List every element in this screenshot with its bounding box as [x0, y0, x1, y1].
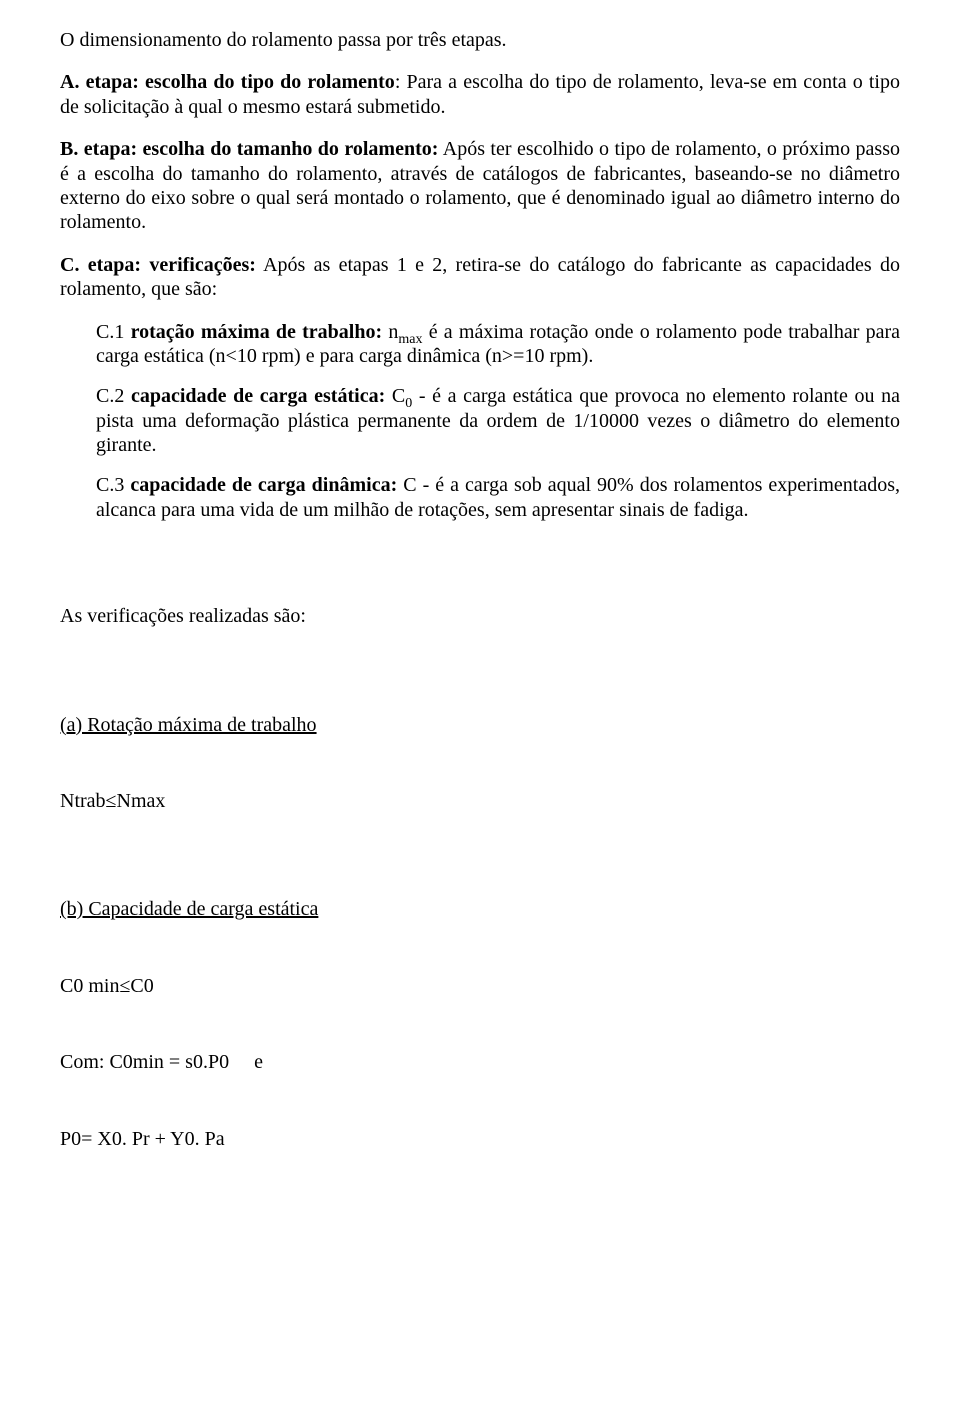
b-com: Com: C0min = s0.P0 e	[60, 1050, 900, 1074]
spacer	[60, 755, 900, 789]
b-formula: C0 min≤C0	[60, 974, 900, 998]
etapa-c-lead: C. etapa: verificações:	[60, 254, 256, 276]
etapa-a-lead: A. etapa: escolha do tipo do rolamento	[60, 71, 395, 93]
spacer	[60, 647, 900, 713]
a-label: (a) Rotação máxima de trabalho	[60, 713, 900, 737]
c1-n: n	[382, 321, 398, 343]
spacer	[60, 1093, 900, 1127]
spacer	[60, 831, 900, 897]
c1-prefix: C.1	[96, 321, 131, 343]
a-label-text: (a) Rotação máxima de trabalho	[60, 714, 317, 736]
document-page: O dimensionamento do rolamento passa por…	[0, 0, 960, 1405]
c2: C.2 capacidade de carga estática: C0 - é…	[96, 384, 900, 457]
spacer	[60, 940, 900, 974]
etapa-a: A. etapa: escolha do tipo do rolamento: …	[60, 70, 900, 119]
etapa-b: B. etapa: escolha do tamanho do rolament…	[60, 137, 900, 235]
b-p0: P0= X0. Pr + Y0. Pa	[60, 1127, 900, 1151]
c2-prefix: C.2	[96, 385, 131, 407]
b-label-text: (b) Capacidade de carga estática	[60, 898, 318, 920]
c1: C.1 rotação máxima de trabalho: nmax é a…	[96, 320, 900, 369]
etapa-b-lead: B. etapa: escolha do tamanho do rolament…	[60, 138, 438, 160]
etapa-c: C. etapa: verificações: Após as etapas 1…	[60, 253, 900, 302]
c2-bold: capacidade de carga estática:	[131, 385, 385, 407]
c3: C.3 capacidade de carga dinâmica: C - é …	[96, 473, 900, 522]
spacer	[60, 1016, 900, 1050]
intro-text: O dimensionamento do rolamento passa por…	[60, 28, 900, 52]
sub-items: C.1 rotação máxima de trabalho: nmax é a…	[96, 320, 900, 523]
c3-prefix: C.3	[96, 474, 130, 496]
a-formula: Ntrab≤Nmax	[60, 789, 900, 813]
spacer	[60, 538, 900, 604]
b-label: (b) Capacidade de carga estática	[60, 897, 900, 921]
verificacoes-header: As verificações realizadas são:	[60, 604, 900, 628]
c3-bold: capacidade de carga dinâmica:	[130, 474, 397, 496]
c2-c: C	[385, 385, 405, 407]
c1-bold: rotação máxima de trabalho:	[131, 321, 383, 343]
